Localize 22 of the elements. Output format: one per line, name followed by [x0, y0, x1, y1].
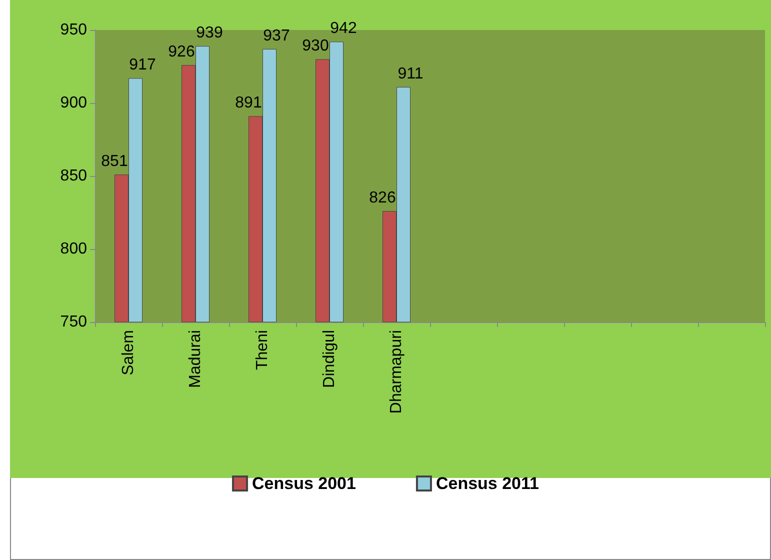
x-tick-label: Madurai [187, 330, 204, 388]
y-tick-label: 850 [60, 168, 88, 184]
data-label: 911 [398, 65, 424, 82]
y-tick-label: 800 [60, 240, 88, 258]
data-label: 851 [101, 153, 128, 170]
x-tick-label: Salem [120, 330, 137, 376]
y-tick-label: 950 [60, 22, 88, 38]
data-label: 930 [302, 38, 329, 55]
data-label: 826 [369, 190, 396, 207]
y-tick-label: 900 [60, 94, 88, 112]
data-label: 939 [196, 24, 223, 42]
data-label: 917 [129, 56, 156, 74]
x-tick-label: Dharmapuri [388, 330, 405, 414]
x-tick-label: Theni [254, 330, 271, 370]
x-tick-label: Dindigul [321, 330, 338, 388]
data-label: 942 [330, 20, 357, 38]
legend-label: Census 2011 [436, 474, 539, 493]
y-tick-label: 750 [60, 314, 88, 330]
data-label: 937 [263, 27, 290, 44]
data-label: 926 [168, 44, 195, 61]
data-label: 891 [235, 94, 262, 112]
legend-label: Census 2001 [252, 474, 356, 493]
